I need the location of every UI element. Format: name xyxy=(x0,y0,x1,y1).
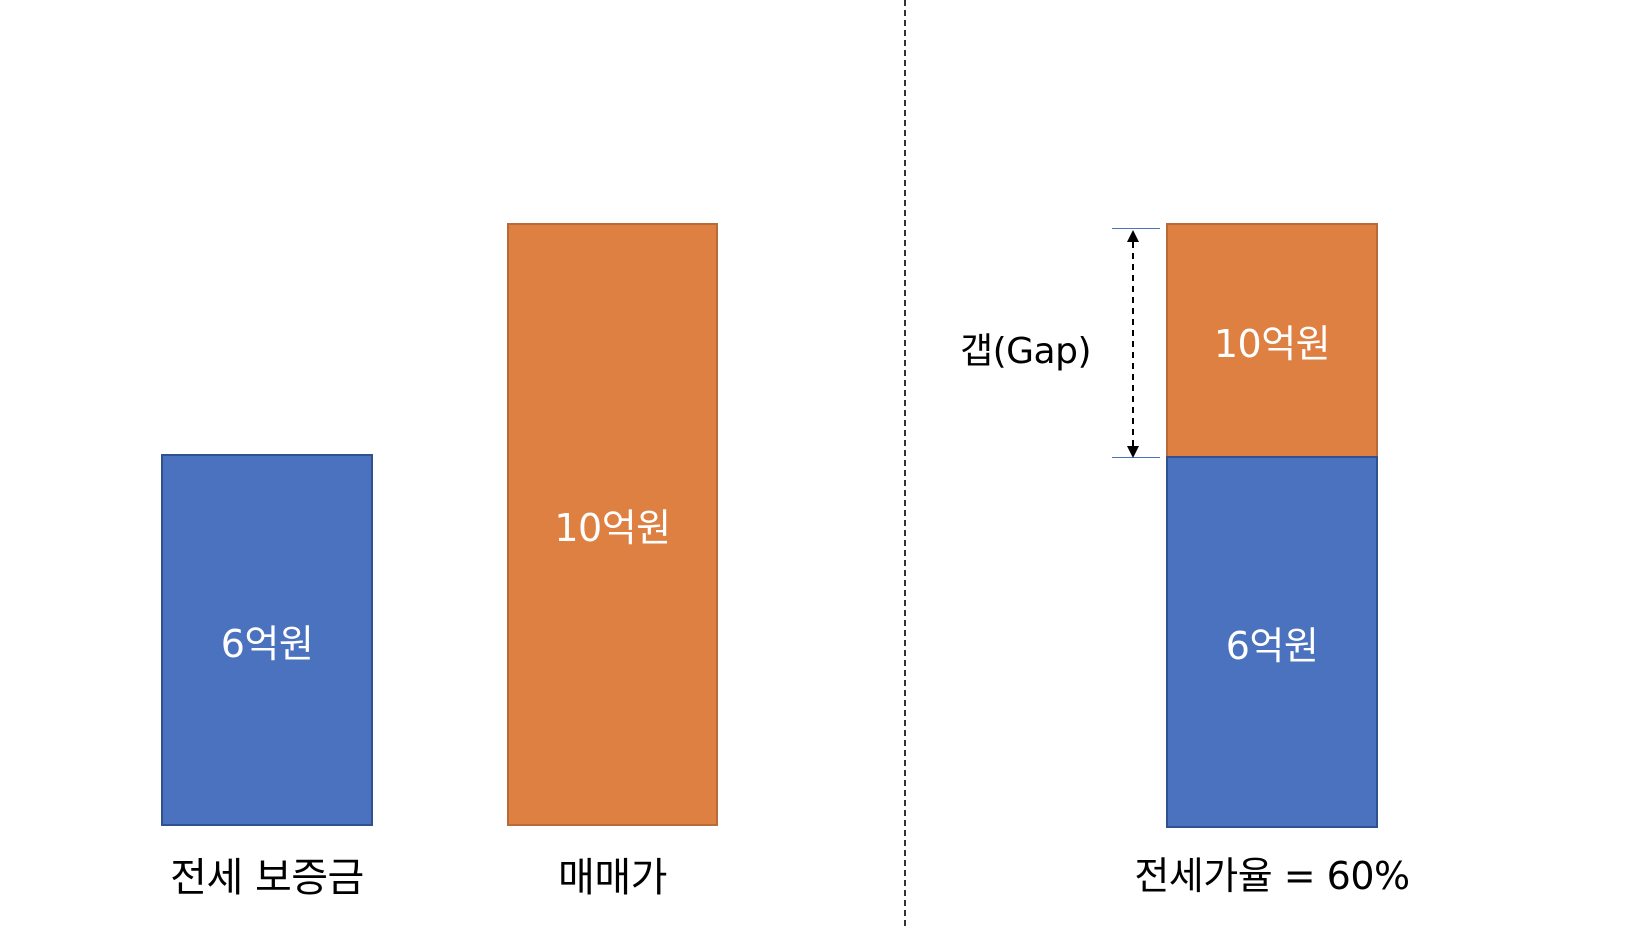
jeonse-deposit-label: 전세 보증금 xyxy=(170,855,364,901)
panel-divider xyxy=(904,0,906,926)
gap-bottom-guide xyxy=(1112,457,1160,458)
sale-price-bar: 10억원 xyxy=(507,223,718,826)
jeonse-deposit-bar: 6억원 xyxy=(161,454,373,826)
gap-top-guide xyxy=(1112,228,1160,229)
jeonse-ratio-label: 전세가율 = 60% xyxy=(1134,854,1410,898)
deposit-segment-value: 6억원 xyxy=(1225,623,1319,668)
jeonse-deposit-value: 6억원 xyxy=(220,621,314,666)
sale-price-label: 매매가 xyxy=(558,855,667,901)
deposit-segment: 6억원 xyxy=(1166,456,1378,828)
gap-double-arrow-icon xyxy=(1127,230,1139,458)
gap-segment-value: 10억원 xyxy=(1213,322,1331,366)
sale-price-value: 10억원 xyxy=(554,506,671,550)
gap-segment: 10억원 xyxy=(1166,223,1378,458)
gap-label: 갭(Gap) xyxy=(960,331,1092,372)
